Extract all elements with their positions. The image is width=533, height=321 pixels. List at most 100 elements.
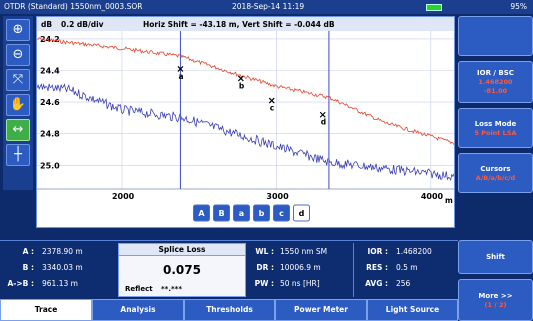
marker-label-a: a: [178, 72, 183, 81]
cursor-vertical-icon[interactable]: ┼: [6, 144, 30, 166]
tab-power-meter[interactable]: Power Meter: [275, 299, 367, 321]
page-indicator: (1 / 2): [484, 300, 507, 309]
wl-value: 1550 nm SM: [280, 247, 328, 256]
cursors-value: A/B/a/b/c/d: [475, 173, 516, 182]
dr-value: 10006.9 m: [280, 263, 321, 272]
res-label: RES :: [366, 263, 388, 272]
tab-analysis[interactable]: Analysis: [92, 299, 184, 321]
zoom-in-icon[interactable]: ⊕: [6, 19, 30, 41]
cursors-button[interactable]: Cursors A/B/a/b/c/d: [458, 153, 533, 193]
more-label: More >>: [478, 291, 513, 300]
splice-loss-box: Splice Loss 0.075 Reflect **.***: [118, 243, 246, 297]
reflect-row: Reflect **.***: [125, 285, 182, 293]
y-tick-label: 24.6: [40, 98, 60, 107]
cursor-select-bg: [213, 204, 230, 222]
ior-value: 1.468200: [478, 78, 513, 86]
reflect-label: Reflect: [125, 285, 153, 293]
cursor-select-bg: [193, 204, 210, 222]
zoom-out-icon[interactable]: ⊖: [6, 44, 30, 66]
cursor-a-label: A :: [22, 247, 34, 256]
cursors-label: Cursors: [480, 164, 511, 173]
shift-button[interactable]: Shift: [458, 240, 533, 274]
shift-label: Horiz Shift = -43.18 m, Vert Shift = -0.…: [143, 20, 335, 29]
ior-bsc-label: IOR / BSC: [477, 69, 514, 77]
cursor-select-B[interactable]: B: [213, 204, 230, 222]
otdr-trace-graph[interactable]: dB 0.2 dB/div Horiz Shift = -43.18 m, Ve…: [36, 16, 455, 228]
battery-icon: [426, 4, 442, 11]
avg-label: AVG :: [365, 279, 388, 288]
ior-bsc-button[interactable]: IOR / BSC 1.468200 -81.00: [458, 61, 533, 103]
cursor-select-label: d: [299, 209, 305, 218]
hand-icon[interactable]: ✋: [6, 94, 30, 116]
marker-c: [268, 97, 275, 104]
splice-loss-title: Splice Loss: [119, 244, 245, 256]
measurement-panel: A : 2378.90 m B : 3340.03 m A->B : 961.1…: [0, 240, 458, 298]
datetime: 2018-Sep-14 11:19: [232, 2, 305, 11]
tab-light-source[interactable]: Light Source: [367, 299, 458, 321]
loss-mode-label: Loss Mode: [474, 119, 517, 128]
cursor-select-bg: [273, 204, 290, 222]
res-value: 0.5 m: [396, 263, 418, 272]
right-sidebar: IOR / BSC 1.468200 -81.00 Loss Mode 5 Po…: [458, 16, 533, 321]
bsc-value: -81.00: [483, 87, 508, 95]
y-tick-label: 24.8: [40, 130, 60, 139]
cursor-a-value: 2378.90 m: [42, 247, 83, 256]
battery-percentage: 95%: [510, 2, 527, 11]
trace-chart[interactable]: dB 0.2 dB/div Horiz Shift = -43.18 m, Ve…: [37, 17, 454, 227]
cursor-select-a[interactable]: a: [233, 204, 250, 222]
marker-label-d: d: [321, 118, 326, 127]
red-trace-line: [37, 37, 454, 145]
marker-label-b: b: [239, 81, 245, 90]
y-tick-label: 24.4: [40, 67, 60, 76]
more-button[interactable]: More >> (1 / 2): [458, 279, 533, 321]
y-tick-label: 24.2: [40, 35, 60, 44]
panel-divider: [353, 243, 354, 297]
x-tick-label: 2000: [112, 192, 135, 201]
tab-trace[interactable]: Trace: [0, 299, 92, 321]
pw-label: PW :: [254, 279, 274, 288]
cursor-select-c[interactable]: c: [273, 204, 290, 222]
scale-label: 0.2 dB/div: [61, 20, 104, 29]
fit-icon[interactable]: ⤧: [6, 69, 30, 91]
cursor-select-bg: [233, 204, 250, 222]
x-tick-label: 3000: [266, 192, 289, 201]
cursor-b-label: B :: [22, 263, 34, 272]
marker-a: [177, 65, 184, 72]
x-unit-label: m: [445, 196, 453, 205]
marker-label-c: c: [270, 104, 274, 113]
loss-mode-button[interactable]: Loss Mode 5 Point LSA: [458, 108, 533, 148]
cursor-select-bg: [293, 204, 310, 222]
tab-thresholds[interactable]: Thresholds: [184, 299, 275, 321]
a-to-b-value: 961.13 m: [42, 279, 78, 288]
avg-value: 256: [396, 279, 411, 288]
marker-d: [319, 111, 326, 118]
cursor-horizontal-icon[interactable]: ↔: [6, 119, 30, 141]
ior-param-value: 1.468200: [396, 247, 432, 256]
cursor-select-label: B: [218, 209, 224, 218]
pw-value: 50 ns [HR]: [280, 279, 320, 288]
cursor-select-d[interactable]: d: [293, 204, 310, 222]
shift-label: Shift: [486, 253, 505, 261]
ior-label: IOR :: [367, 247, 388, 256]
wl-label: WL :: [255, 247, 274, 256]
loss-mode-value: 5 Point LSA: [474, 128, 517, 137]
reflect-value: **.***: [161, 285, 182, 293]
sidebar-blank-button[interactable]: [458, 16, 533, 56]
cursor-select-b[interactable]: b: [253, 204, 270, 222]
bottom-tabs: Trace Analysis Thresholds Power Meter Li…: [0, 299, 458, 321]
cursor-select-label: c: [279, 209, 284, 218]
marker-b: [237, 75, 244, 82]
blue-trace-line: [37, 83, 454, 182]
a-to-b-label: A->B :: [7, 279, 34, 288]
window-title: OTDR (Standard) 1550nm_0003.SOR: [4, 2, 143, 11]
x-tick-label: 4000: [421, 192, 444, 201]
cursor-select-label: A: [198, 209, 205, 218]
cursor-b-value: 3340.03 m: [42, 263, 83, 272]
dr-label: DR :: [256, 263, 274, 272]
y-unit-label: dB: [41, 20, 52, 29]
graph-toolbar: ⊕ ⊖ ⤧ ✋ ↔ ┼: [3, 16, 33, 190]
splice-loss-value: 0.075: [163, 263, 201, 277]
cursor-select-A[interactable]: A: [193, 204, 210, 222]
y-tick-label: 25.0: [40, 161, 60, 170]
graph-header-bg: [37, 17, 454, 31]
